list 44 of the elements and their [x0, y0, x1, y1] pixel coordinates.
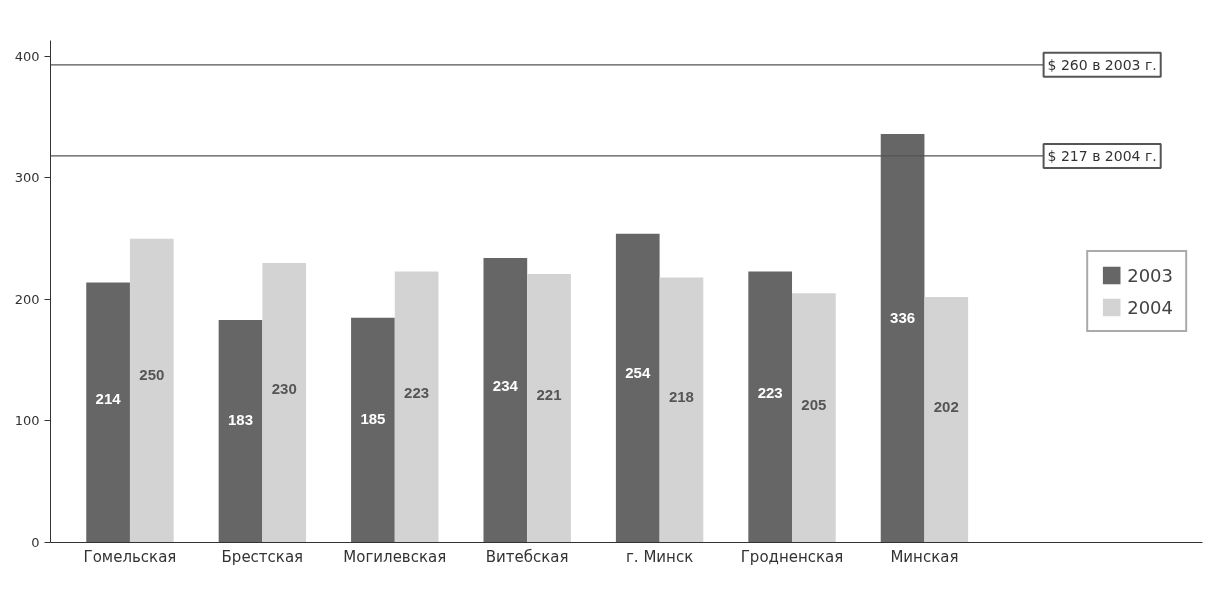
data-label: 185	[360, 409, 386, 427]
bar	[659, 277, 704, 543]
x-tick-label: Гомельская	[83, 547, 177, 566]
x-tick-label: Гродненская	[740, 547, 844, 566]
y-tick-label: 100	[14, 413, 40, 429]
y-tick-label: 300	[14, 170, 40, 186]
data-label: 223	[757, 384, 783, 402]
data-label: 202	[933, 398, 959, 416]
bar	[218, 320, 263, 543]
bar	[129, 238, 174, 543]
data-label: 223	[404, 384, 430, 402]
data-label: 254	[625, 363, 651, 381]
data-label: 205	[801, 396, 827, 414]
bar	[527, 273, 571, 543]
data-label: 218	[668, 387, 694, 405]
bar	[792, 293, 836, 543]
data-label: 221	[536, 385, 562, 403]
y-tick-label: 0	[31, 535, 40, 550]
x-tick-label: Минская	[890, 547, 959, 566]
bar	[394, 271, 439, 543]
data-label: 230	[271, 379, 297, 397]
data-label: 234	[492, 377, 519, 395]
data-label: 214	[95, 390, 122, 408]
bar	[615, 233, 660, 543]
data-label: 183	[228, 411, 254, 429]
ref-line-label: $ 217 в 2004 г.	[1047, 147, 1157, 164]
ref-line-label: $ 260 в 2003 г.	[1047, 56, 1157, 73]
bar	[483, 258, 528, 543]
x-tick-label: г. Минск	[625, 547, 694, 566]
bar	[880, 134, 925, 543]
bar	[351, 317, 395, 543]
bar	[86, 282, 130, 543]
x-tick-label: Могилевская	[343, 547, 447, 566]
legend-label: 2004	[1127, 296, 1173, 318]
data-label: 250	[139, 366, 165, 384]
y-tick-label: 200	[14, 291, 40, 307]
x-tick-label: Витебская	[485, 547, 569, 566]
bar	[748, 271, 793, 543]
legend-label: 2003	[1127, 264, 1173, 286]
bar	[924, 296, 969, 543]
bar	[262, 262, 307, 543]
y-tick-label: 400	[14, 48, 40, 64]
data-label: 336	[890, 308, 916, 326]
x-tick-label: Брестская	[221, 547, 304, 566]
